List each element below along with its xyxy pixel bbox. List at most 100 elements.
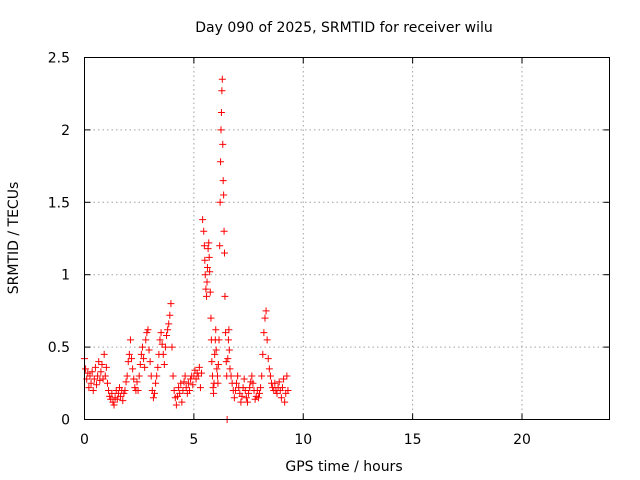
- data-point: [230, 394, 238, 402]
- data-point: [217, 126, 225, 134]
- data-point: [142, 336, 150, 344]
- data-point: [208, 358, 216, 366]
- data-point: [172, 401, 180, 409]
- x-tick-label: 20: [513, 432, 531, 448]
- data-point: [254, 394, 262, 402]
- data-point: [189, 381, 197, 389]
- data-point: [207, 314, 215, 322]
- data-point: [202, 285, 210, 293]
- data-point: [257, 384, 265, 392]
- data-point: [264, 355, 272, 363]
- y-tick-label: 1: [61, 268, 70, 284]
- data-point: [278, 384, 286, 392]
- data-point: [178, 398, 186, 406]
- data-point: [214, 372, 221, 380]
- data-point: [206, 288, 214, 296]
- data-point: [221, 292, 229, 300]
- y-tick-label: 2: [61, 123, 70, 139]
- data-point: [135, 372, 143, 380]
- data-point: [179, 387, 187, 395]
- y-axis-label: SRMTID / TECUs: [6, 182, 22, 295]
- data-point: [136, 360, 144, 368]
- data-point: [283, 372, 291, 380]
- data-point: [216, 242, 224, 250]
- data-point: [281, 398, 289, 406]
- data-point: [219, 140, 227, 148]
- data-point: [201, 271, 209, 279]
- data-point: [186, 387, 193, 395]
- data-point: [212, 326, 220, 334]
- data-point: [154, 363, 162, 371]
- data-point: [140, 355, 148, 363]
- y-tick-label: 0.5: [48, 340, 70, 356]
- data-point: [128, 355, 136, 363]
- data-point: [157, 329, 165, 337]
- x-tick-label: 0: [80, 432, 89, 448]
- data-point: [260, 329, 268, 337]
- x-tick-label: 15: [404, 432, 422, 448]
- data-point: [219, 177, 227, 185]
- data-point: [151, 389, 158, 397]
- data-point: [222, 329, 230, 337]
- y-tick-label: 0: [61, 413, 70, 429]
- data-point: [170, 387, 178, 395]
- data-point: [280, 375, 288, 383]
- data-point: [129, 365, 137, 373]
- data-point: [125, 350, 133, 358]
- data-point: [205, 239, 213, 247]
- data-point: [224, 336, 232, 344]
- tick-labels: 0 5 10 15 20 0 0.5 1 1.5 2 2.5: [48, 51, 531, 449]
- data-point: [100, 350, 108, 358]
- data-point: [167, 300, 175, 308]
- data-point: [158, 340, 166, 348]
- data-point: [259, 350, 267, 358]
- data-point: [89, 387, 97, 395]
- axis-ticks: [84, 57, 610, 420]
- data-point: [175, 384, 183, 392]
- x-tick-label: 5: [189, 432, 198, 448]
- data-point: [221, 249, 228, 257]
- data-point: [161, 343, 169, 351]
- grid-lines: [84, 57, 610, 420]
- data-point: [249, 379, 257, 387]
- data-point: [275, 378, 283, 386]
- data-point: [213, 365, 221, 373]
- data-point: [233, 379, 241, 387]
- data-point: [108, 389, 116, 397]
- data-point: [210, 389, 218, 397]
- data-point: [103, 379, 111, 387]
- x-tick-label: 10: [294, 432, 312, 448]
- data-point: [227, 372, 235, 380]
- data-point: [215, 336, 223, 344]
- data-point: [211, 350, 219, 358]
- data-point: [201, 256, 209, 264]
- data-point: [143, 329, 151, 337]
- data-point: [156, 336, 164, 344]
- data-point: [218, 75, 226, 83]
- data-point: [97, 368, 105, 376]
- data-point: [184, 379, 192, 387]
- data-point: [266, 372, 274, 380]
- data-point: [134, 387, 142, 395]
- data-point: [206, 268, 214, 276]
- data-point: [123, 372, 131, 380]
- data-point: [163, 332, 171, 340]
- data-point: [220, 227, 228, 235]
- data-point: [222, 358, 230, 366]
- data-point: [98, 360, 106, 368]
- data-point: [90, 375, 98, 383]
- data-point: [95, 358, 103, 366]
- data-point: [101, 372, 109, 380]
- data-point: [165, 320, 173, 328]
- data-point: [164, 326, 172, 334]
- data-point: [263, 336, 271, 344]
- data-point: [138, 343, 146, 351]
- data-point: [212, 346, 220, 354]
- data-point: [277, 394, 285, 402]
- data-point: [242, 394, 250, 402]
- data-point: [261, 314, 269, 322]
- data-point: [88, 368, 96, 376]
- data-point: [196, 384, 204, 392]
- data-point: [214, 360, 222, 368]
- data-point: [217, 158, 225, 166]
